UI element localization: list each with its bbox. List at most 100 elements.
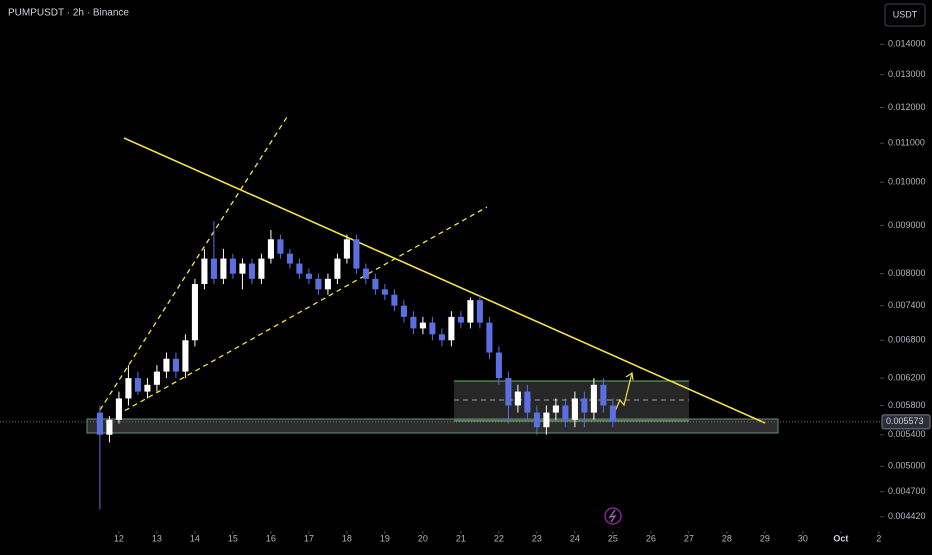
candle-body: [543, 412, 550, 428]
support-zone: [86, 418, 779, 434]
x-tick-label: 16: [266, 533, 276, 543]
candle-body: [467, 300, 474, 323]
y-tick-label: 0.012000: [888, 102, 926, 112]
candle-body: [429, 322, 436, 335]
x-tick-label: 2: [876, 533, 881, 543]
candle-body: [524, 391, 531, 413]
candle-body: [191, 284, 198, 341]
candle-body: [144, 384, 151, 392]
x-tick-label: 21: [456, 533, 466, 543]
x-tick-label: 20: [418, 533, 428, 543]
x-tick-label: 30: [798, 533, 808, 543]
x-tick-label: 25: [608, 533, 618, 543]
candle-body: [448, 316, 455, 341]
x-tick-label: 14: [190, 533, 200, 543]
arrow-head: [625, 371, 634, 381]
y-tick-label: 0.005000: [888, 461, 926, 471]
candle-body: [153, 371, 160, 385]
candle-body: [96, 412, 103, 435]
candle-body: [296, 263, 303, 274]
y-tick-label: 0.004420: [888, 511, 926, 521]
candle-body: [562, 405, 569, 420]
candle-body: [134, 378, 141, 392]
y-tick-label: 0.011000: [888, 138, 925, 148]
x-tick-label: 22: [494, 533, 504, 543]
candle-body: [600, 384, 607, 406]
x-tick-label: 26: [646, 533, 656, 543]
y-tick-label: 0.008000: [888, 268, 926, 278]
candle-body: [229, 258, 236, 274]
candle-body: [343, 239, 350, 259]
x-tick-label: 18: [342, 533, 352, 543]
candle-body: [315, 278, 322, 290]
candle-body: [248, 263, 255, 279]
last-price-label: 0.005573: [886, 416, 924, 426]
candle-body: [220, 258, 227, 279]
x-tick-label: 19: [380, 533, 390, 543]
candle-body: [438, 334, 445, 341]
candle-body: [125, 378, 132, 399]
candle-body: [334, 258, 341, 279]
candle-body: [495, 352, 502, 379]
chart-title: PUMPUSDT · 2h · Binance: [8, 8, 129, 19]
y-tick-label: 0.010000: [888, 177, 926, 187]
candle-body: [201, 258, 208, 285]
candle-body: [571, 398, 578, 420]
y-tick-label: 0.013000: [888, 69, 926, 79]
y-tick-label: 0.006800: [888, 335, 926, 345]
candle-body: [410, 316, 417, 329]
candle-body: [419, 322, 426, 329]
candle-body: [210, 258, 217, 279]
y-tick-label: 0.006200: [888, 373, 926, 383]
x-tick-label: 28: [722, 533, 732, 543]
x-tick-label: 17: [304, 533, 314, 543]
candle-body: [400, 305, 407, 317]
y-tick-label: 0.009000: [888, 220, 926, 230]
x-tick-label: 23: [532, 533, 542, 543]
currency-label[interactable]: USDT: [893, 9, 918, 19]
x-tick-label: 27: [684, 533, 694, 543]
candle-body: [590, 384, 597, 413]
candle-body: [505, 378, 512, 406]
projection-arrow: [611, 372, 633, 419]
y-tick-label: 0.007400: [888, 300, 926, 310]
candle-body: [115, 398, 122, 420]
trend-line-dashed: [116, 206, 488, 416]
candle-body: [258, 258, 265, 279]
candle-body: [286, 253, 293, 264]
y-tick-label: 0.014000: [888, 39, 926, 49]
candle-body: [581, 398, 588, 413]
candle-body: [552, 405, 559, 413]
candle-body: [305, 273, 312, 279]
last-price-box: [881, 414, 931, 430]
candle-body: [106, 419, 113, 435]
candle-body: [381, 289, 388, 295]
trend-line-dashed: [99, 116, 288, 411]
x-tick-label: 29: [760, 533, 770, 543]
event-icon-bolt: [608, 509, 617, 523]
candle-body: [609, 405, 616, 422]
candle-body: [457, 316, 464, 323]
y-tick-label: 0.005400: [888, 429, 926, 439]
x-tick-label: 12: [114, 533, 124, 543]
x-tick-label: 15: [228, 533, 238, 543]
x-tick-label: 24: [570, 533, 580, 543]
currency-button[interactable]: [884, 3, 926, 27]
candle-body: [324, 278, 331, 290]
trend-line: [123, 137, 766, 424]
candle-body: [476, 300, 483, 323]
x-tick-label: Oct: [833, 533, 848, 543]
candle-body: [182, 340, 189, 372]
candle-body: [267, 239, 274, 259]
range-box: [454, 381, 689, 421]
event-icon: [604, 507, 622, 525]
candle-body: [362, 268, 369, 279]
candle-body: [172, 358, 179, 372]
candle-body: [514, 391, 521, 406]
plot: 0.004420 0.004700 0.005000 0.005400 0.005800…: [0, 39, 931, 543]
candle-body: [277, 239, 284, 254]
candle-body: [353, 239, 360, 269]
candle-body: [163, 358, 170, 372]
